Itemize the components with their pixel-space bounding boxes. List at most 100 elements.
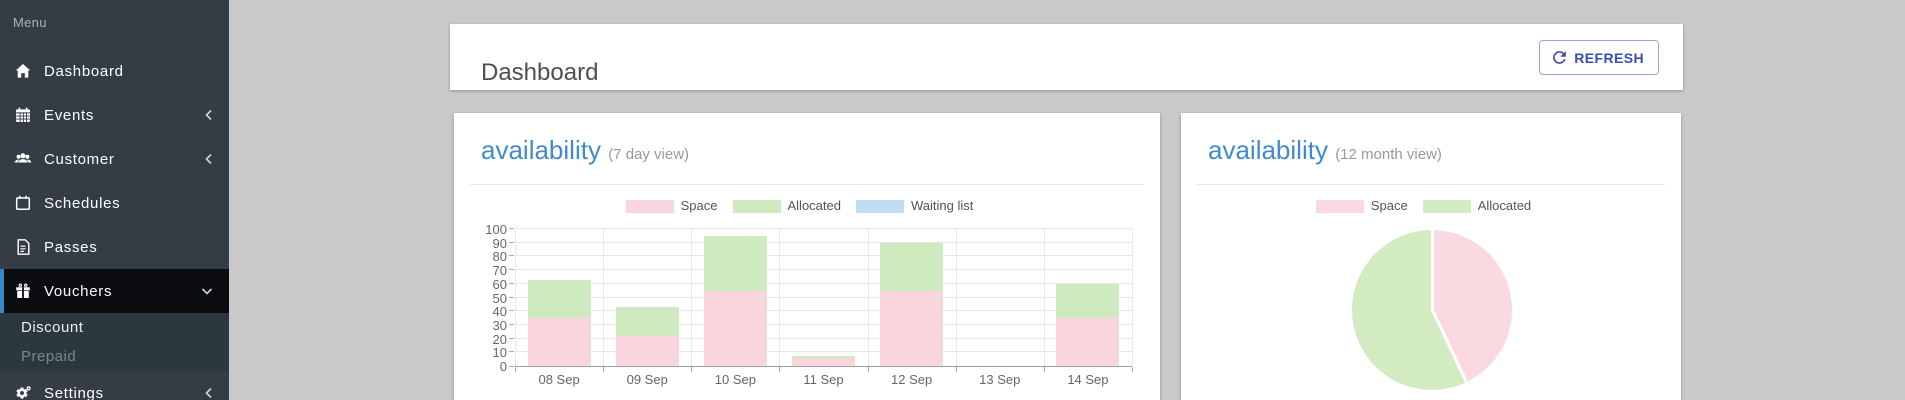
page-header-card: Dashboard REFRESH [450, 24, 1683, 90]
y-axis-tick [509, 366, 514, 367]
divider [1197, 184, 1665, 185]
gridline-vertical [1132, 229, 1133, 366]
y-tick-label: 80 [492, 249, 507, 265]
sidebar-item-schedules[interactable]: Schedules [0, 181, 229, 225]
sidebar-item-label: Schedules [44, 194, 121, 212]
x-tick-label: 10 Sep [714, 372, 756, 387]
card-title-text: availability [481, 135, 601, 165]
gridline [515, 282, 1132, 284]
chevron-left-icon [204, 153, 213, 165]
bar-segment [1056, 283, 1120, 319]
availability-7day-card: availability (7 day view) Space Allocated… [454, 113, 1160, 400]
availability-12month-card: availability (12 month view) Space Alloca… [1181, 113, 1681, 400]
home-icon [14, 62, 32, 80]
bar-segment [527, 279, 591, 319]
sidebar-item-passes[interactable]: Passes [0, 225, 229, 269]
y-tick-label: 60 [492, 276, 507, 292]
gridline-vertical [691, 229, 692, 366]
y-tick-label: 40 [492, 304, 507, 320]
gift-icon [14, 282, 32, 300]
bar-chart-legend: Space Allocated Waiting list [454, 199, 1160, 213]
y-tick-label: 70 [492, 263, 507, 279]
legend-swatch [1315, 199, 1364, 213]
y-axis-tick [509, 228, 514, 229]
y-axis-tick [509, 323, 514, 325]
bar-segment [792, 356, 855, 358]
pie-slice-divider [1430, 230, 1434, 310]
y-tick-label: 90 [492, 235, 507, 251]
bar-segment [880, 242, 944, 291]
x-axis-tick [691, 367, 692, 372]
legend-label: Allocated [787, 198, 841, 213]
legend-label: Allocated [1477, 198, 1532, 213]
pie-chart [1352, 230, 1512, 390]
vouchers-submenu: Discount Prepaid [0, 313, 229, 371]
schedule-calendar-icon [14, 194, 32, 212]
bar-segment [1056, 318, 1120, 366]
gridline [515, 337, 1132, 339]
bar-segment [703, 290, 767, 366]
bar-segment [880, 290, 944, 366]
sidebar-nav: Dashboard Events [0, 49, 229, 400]
card-subtitle: (7 day view) [608, 146, 690, 163]
sidebar-item-events[interactable]: Events [0, 93, 229, 137]
y-axis-tick [509, 351, 514, 353]
bar-segment [615, 335, 679, 366]
gridline [515, 310, 1132, 312]
x-axis-tick [1132, 367, 1133, 372]
sidebar: Menu Dashboard [0, 0, 229, 400]
users-icon [14, 150, 32, 168]
gridline [515, 366, 1132, 367]
y-axis-tick [509, 310, 514, 312]
card-title: availability (12 month view) [1208, 135, 1442, 170]
y-axis-tick [509, 296, 514, 298]
submenu-item-prepaid[interactable]: Prepaid [21, 348, 77, 365]
y-tick-label: 20 [492, 331, 507, 347]
gridline-vertical [603, 229, 604, 366]
sidebar-item-label: Passes [44, 238, 98, 256]
x-axis-tick [956, 367, 957, 372]
gridline-vertical [515, 229, 516, 366]
x-axis-tick [868, 367, 869, 372]
sidebar-item-customer[interactable]: Customer [0, 137, 229, 181]
y-axis-tick [509, 269, 514, 271]
sidebar-item-label: Events [44, 106, 95, 124]
x-axis-tick [515, 367, 516, 372]
submenu-item-discount[interactable]: Discount [21, 319, 84, 336]
x-tick-label: 12 Sep [891, 372, 933, 387]
chevron-down-icon [201, 287, 213, 296]
sidebar-item-dashboard[interactable]: Dashboard [0, 49, 229, 93]
bar-segment [527, 318, 591, 366]
legend-swatch [732, 199, 781, 213]
legend-label: Waiting list [910, 198, 974, 213]
y-axis-tick [509, 282, 514, 284]
gridline [515, 255, 1132, 257]
legend-label: Space [680, 198, 718, 213]
gridline-vertical [868, 229, 869, 366]
sidebar-item-label: Customer [44, 150, 115, 168]
chevron-left-icon [204, 109, 213, 121]
bar-segment [615, 307, 679, 336]
x-tick-label: 13 Sep [979, 372, 1021, 387]
bar-segment [703, 235, 767, 291]
y-tick-label: 0 [499, 359, 507, 374]
refresh-button[interactable]: REFRESH [1539, 40, 1659, 75]
bar-chart: 0 10 20 30 40 50 60 70 80 90 100 08 Sep 09 Sep 10 Sep… [485, 222, 1133, 387]
x-tick-label: 08 Sep [538, 372, 580, 387]
gridline-vertical [956, 229, 957, 366]
sidebar-item-label: Settings [44, 384, 104, 400]
sidebar-item-label: Vouchers [44, 282, 113, 300]
page-title: Dashboard [481, 59, 599, 87]
pie-chart-legend: Space Allocated [1181, 199, 1681, 213]
gridline [515, 323, 1132, 325]
sidebar-item-vouchers[interactable]: Vouchers [0, 269, 229, 313]
gear-icon [14, 384, 32, 400]
y-axis-tick [509, 241, 514, 243]
gridline [515, 269, 1132, 271]
y-axis-tick [509, 337, 514, 339]
y-tick-label: 100 [485, 222, 507, 237]
x-tick-label: 14 Sep [1067, 372, 1109, 387]
sidebar-item-settings[interactable]: Settings [0, 371, 229, 400]
card-subtitle: (12 month view) [1335, 146, 1442, 163]
